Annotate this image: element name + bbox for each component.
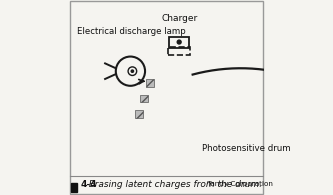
Circle shape [131,70,134,72]
Text: 4-4: 4-4 [80,180,97,189]
Text: Erasing latent charges from the drum.: Erasing latent charges from the drum. [86,180,262,189]
Text: Tandy Corporation: Tandy Corporation [204,182,272,187]
Bar [168,47,190,55]
Circle shape [177,40,181,44]
Bar [141,95,148,102]
Bar [71,183,77,192]
Bar [146,79,154,87]
Bar [136,110,143,118]
Bar [169,36,189,48]
Text: Photosensitive drum: Photosensitive drum [201,144,290,153]
Text: Electrical discharge lamp: Electrical discharge lamp [77,27,185,36]
Text: Charger: Charger [161,14,197,23]
